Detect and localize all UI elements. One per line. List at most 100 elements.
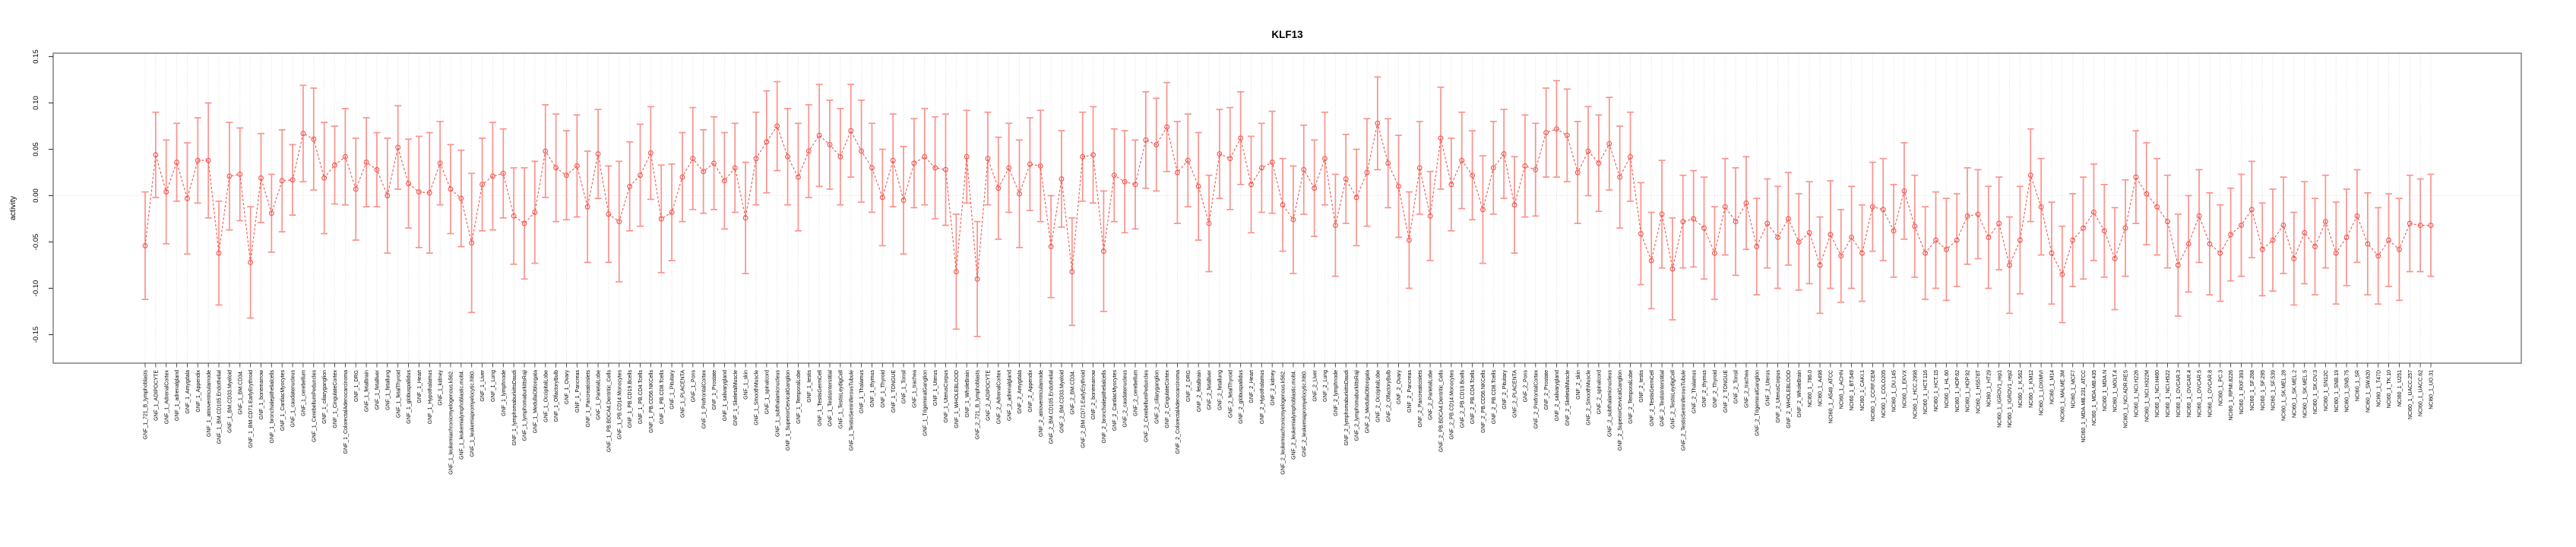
data-point	[742, 215, 748, 221]
x-category-label: GNF_2_Thyroid	[1713, 370, 1718, 408]
x-category-label: GNF_2_PB.BDCA4.Dentritic_Cells	[1439, 370, 1445, 453]
x-category-label: NCI60_1_CCRF.CEM	[1871, 370, 1876, 422]
x-category-label: NCI60_1_A498	[1818, 370, 1824, 406]
x-category-label: GNF_2_lymphomaburkittsRaji	[1355, 370, 1360, 441]
data-point	[1701, 225, 1707, 231]
data-point	[1954, 237, 1960, 243]
data-point	[1869, 204, 1875, 210]
error-bars	[141, 76, 2435, 337]
data-point	[2228, 232, 2234, 238]
data-point	[658, 216, 664, 222]
x-category-label: NCI60_1_SK.OV.3	[2313, 370, 2318, 414]
data-point	[2144, 191, 2150, 197]
x-category-label: NCI60_1_SF.295	[2261, 370, 2266, 410]
data-point	[2312, 244, 2318, 250]
data-point	[1996, 220, 2002, 226]
x-category-label: GNF_1_fetalThyroid	[396, 370, 401, 418]
x-category-label: NCI60_1_M14	[2050, 370, 2055, 404]
x-category-label: NCI60_1_MOLT.4	[2113, 370, 2119, 413]
x-category-label: GNF_2_ParietalLobe	[1429, 370, 1434, 420]
x-category-label: GNF_1_ColorectalAdenocarcinoma	[343, 370, 349, 454]
y-tick-label: -0.15	[32, 327, 40, 343]
data-point	[489, 173, 495, 179]
data-point	[2333, 250, 2339, 256]
x-category-label: GNF_1_ParietalLobe	[597, 370, 602, 420]
data-point	[1353, 194, 1359, 201]
y-axis-labels: 0.15 0.10 0.05 0.00 -0.05 -0.10 -0.15	[32, 49, 40, 343]
data-point	[2270, 237, 2276, 243]
data-point	[1574, 169, 1581, 175]
y-tick-label: 0.05	[32, 142, 40, 157]
x-category-label: GNF_1_fetalliver	[375, 369, 381, 409]
data-point	[1880, 207, 1886, 213]
x-category-label: GNF_2_thymus	[1702, 370, 1707, 408]
data-point	[1796, 239, 1802, 245]
x-category-label: GNF_1_Tonsil	[902, 370, 907, 404]
data-point	[859, 148, 865, 154]
data-point	[2101, 228, 2107, 234]
x-category-label: NCI60_1_OVCAR.3	[2176, 370, 2182, 417]
data-point	[479, 182, 486, 188]
data-point	[406, 181, 411, 187]
data-point	[2291, 256, 2297, 261]
x-category-label: NCI60_1_NCI.H322M	[2144, 370, 2150, 422]
x-category-label: GNF_1_Pons	[691, 370, 696, 403]
x-category-label: GNF_1_Lung	[491, 370, 496, 402]
x-category-label: GNF_1_PLACENTA	[681, 370, 686, 418]
series-line	[144, 123, 2431, 280]
data-point	[437, 160, 443, 166]
x-category-label: GNF_1_ciliaryganglion	[322, 370, 328, 424]
x-category-label: GNF_2_SkeletalMuscle	[1565, 370, 1571, 426]
x-category-label: NCI60_1_NCI.H226	[2134, 370, 2139, 417]
x-category-label: GNF_2_Pancreaticislets	[1418, 370, 1423, 428]
data-point	[142, 242, 148, 248]
data-point	[1838, 253, 1844, 259]
data-point	[879, 194, 885, 201]
x-category-label: GNF_2_testis	[1639, 370, 1644, 403]
data-point	[1617, 174, 1623, 180]
data-point	[1080, 153, 1086, 160]
x-category-label: NCI60_1_SN12C	[2324, 370, 2329, 411]
data-point	[226, 173, 233, 179]
data-point	[237, 171, 243, 177]
x-category-label: GNF_2_globuspallidus	[1239, 370, 1244, 424]
x-category-label: GNF_2_UterusCorpus	[1776, 370, 1781, 423]
data-point	[1785, 216, 1791, 222]
x-category-label: GNF_1_PB.CD19.Bcells	[628, 370, 633, 428]
data-point	[679, 174, 685, 180]
x-category-label: NCI60_1_A549_ATCC	[1828, 370, 1834, 423]
x-category-label: GNF_2_lymphnode	[1334, 370, 1339, 416]
x-category-label: GNF_1_721_B_lymphoblasts	[144, 370, 149, 440]
data-point	[1859, 250, 1865, 256]
data-point	[1122, 179, 1128, 185]
data-point	[1596, 160, 1602, 166]
data-point	[2027, 172, 2033, 179]
data-point	[2396, 246, 2402, 252]
x-category-label: NCI60_1_SK.MEL.2	[2292, 370, 2297, 418]
x-category-label: GNF_2_TestisInterstitial	[1660, 370, 1666, 427]
data-point	[848, 128, 854, 134]
x-category-label: NCI60_1_UACC.257	[2408, 370, 2413, 419]
data-point	[1511, 202, 1517, 208]
data-point	[532, 210, 538, 215]
x-category-label: NCI60_1_EKVX	[1903, 370, 1908, 409]
data-point	[1459, 157, 1465, 163]
y-tick-label: -0.10	[32, 280, 40, 297]
x-category-label: GNF_1_lymphnode	[502, 370, 507, 416]
data-point	[1564, 132, 1570, 138]
x-category-label: GNF_1_PB.CD8.Tcells	[660, 370, 665, 425]
y-axis-label: activity	[8, 195, 17, 220]
x-category-label: GNF_1_Thalamus	[859, 370, 865, 414]
data-point	[1901, 188, 1907, 194]
data-point	[448, 186, 454, 192]
x-category-label: GNF_1_testis	[807, 370, 812, 403]
data-point	[1100, 248, 1106, 255]
x-category-label: NCI60_1_OVCAR.5	[2198, 370, 2203, 417]
data-point	[911, 160, 917, 166]
data-point	[638, 172, 643, 179]
x-axis-ticks	[144, 363, 2432, 368]
data-point	[1828, 232, 1834, 238]
data-point	[1479, 207, 1486, 213]
x-category-label: GNF_2_bronchialepithelialcells	[1102, 370, 1107, 444]
x-category-label: NCI60_1_RXF.393	[2239, 370, 2245, 414]
